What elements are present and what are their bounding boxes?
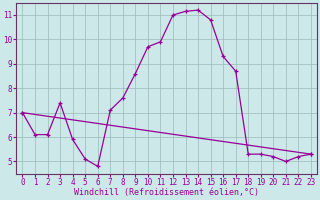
X-axis label: Windchill (Refroidissement éolien,°C): Windchill (Refroidissement éolien,°C) [74, 188, 259, 197]
